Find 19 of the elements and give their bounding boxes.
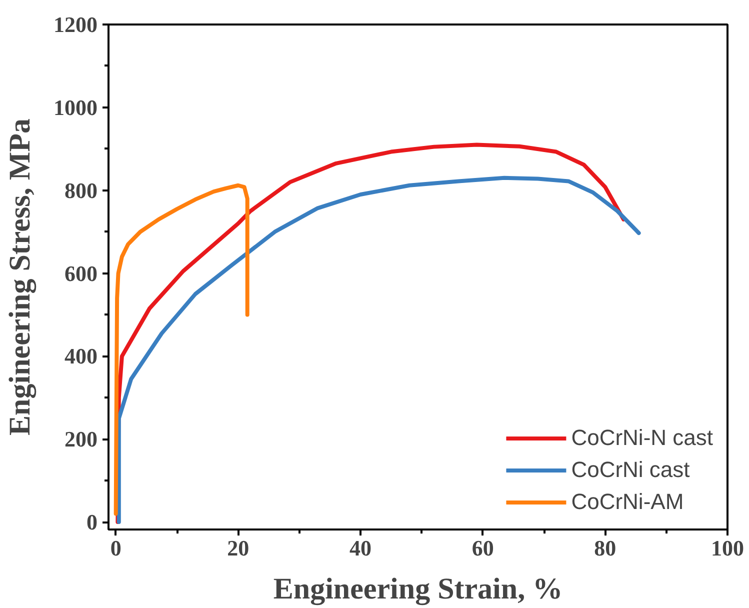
legend-label: CoCrNi-AM [571, 489, 684, 515]
legend-label: CoCrNi-N cast [571, 425, 713, 451]
x-tick-label: 60 [472, 536, 494, 560]
x-tick-label: 100 [711, 536, 744, 560]
y-axis-title: Engineering Stress, MPa [4, 118, 36, 436]
y-tick-label: 200 [64, 426, 98, 452]
legend-label: CoCrNi cast [571, 457, 690, 483]
y-tick-label: 1200 [54, 12, 98, 37]
y-tick-label: 800 [64, 178, 98, 203]
x-tick-label: 0 [110, 536, 122, 560]
line-series [114, 183, 250, 516]
y-tick-label: 600 [64, 260, 98, 286]
x-tick-label: 20 [227, 536, 250, 560]
x-axis-title: Engineering Strain, % [273, 572, 563, 606]
y-tick-label: 400 [64, 344, 98, 369]
y-tick-label: 1000 [54, 94, 98, 120]
x-tick-label: 40 [350, 536, 372, 560]
x-tick-label: 80 [594, 536, 616, 560]
y-tick-label: 0 [86, 510, 98, 535]
